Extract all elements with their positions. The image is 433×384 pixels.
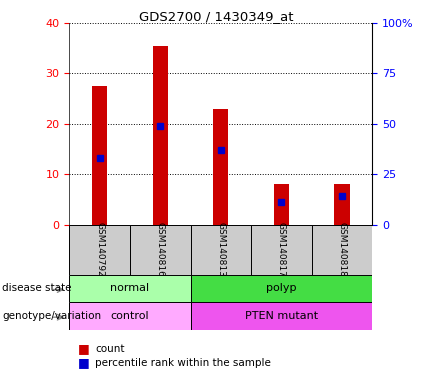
Text: GSM140816: GSM140816	[156, 222, 165, 277]
Bar	[191, 275, 372, 302]
Bar	[152, 46, 168, 225]
Bar	[191, 302, 372, 330]
Bar	[130, 225, 191, 275]
Text: percentile rank within the sample: percentile rank within the sample	[95, 358, 271, 368]
Bar	[92, 86, 107, 225]
Text: GSM140817: GSM140817	[277, 222, 286, 277]
Text: ■: ■	[78, 356, 90, 369]
Text: normal: normal	[110, 283, 149, 293]
Text: genotype/variation: genotype/variation	[2, 311, 101, 321]
Bar	[213, 109, 229, 225]
Bar	[251, 225, 312, 275]
Text: polyp: polyp	[266, 283, 297, 293]
Text: GDS2700 / 1430349_at: GDS2700 / 1430349_at	[139, 10, 294, 23]
Bar	[69, 302, 191, 330]
Text: ■: ■	[78, 342, 90, 355]
Bar	[69, 225, 130, 275]
Bar	[69, 275, 191, 302]
Text: GSM140813: GSM140813	[216, 222, 225, 277]
Bar	[274, 184, 289, 225]
Text: control: control	[110, 311, 149, 321]
Text: count: count	[95, 344, 125, 354]
Text: GSM140818: GSM140818	[338, 222, 346, 277]
Bar	[191, 225, 251, 275]
Text: GSM140792: GSM140792	[95, 222, 104, 277]
Bar	[312, 225, 372, 275]
Text: PTEN mutant: PTEN mutant	[245, 311, 318, 321]
Bar	[335, 184, 350, 225]
Text: disease state: disease state	[2, 283, 72, 293]
